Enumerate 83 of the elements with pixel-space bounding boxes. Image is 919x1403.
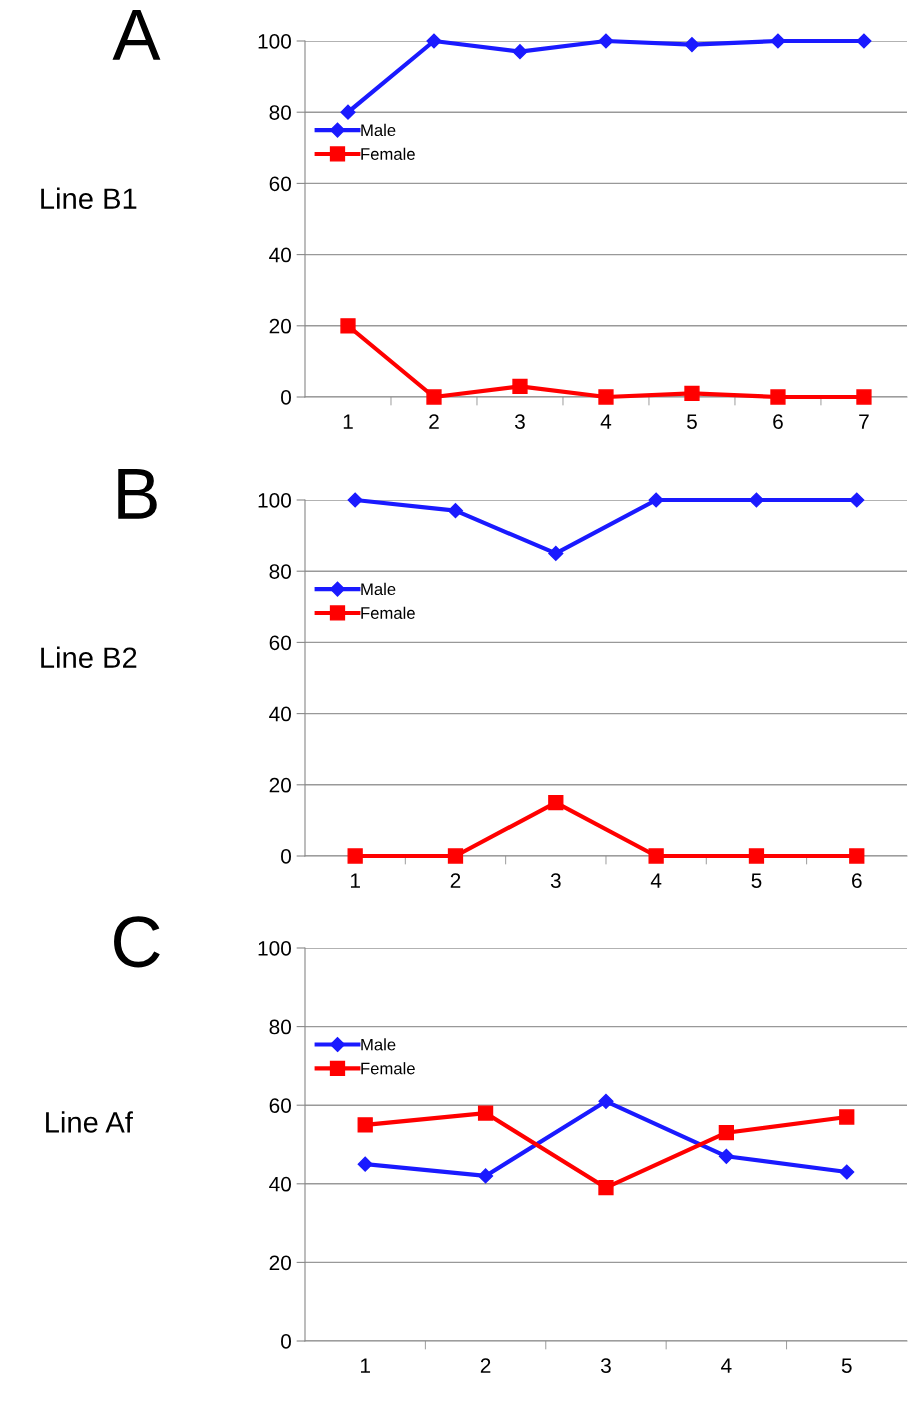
- x-tick-label: 3: [550, 873, 561, 888]
- legend-label: Male: [361, 1038, 396, 1051]
- legend-label: Female: [361, 1062, 415, 1075]
- y-tick-label: 80: [269, 564, 291, 579]
- y-tick-label: 40: [269, 247, 291, 263]
- y-axis-title: Line B1: [41, 187, 137, 210]
- point: [684, 36, 700, 53]
- x-tick-label: 1: [343, 414, 353, 429]
- x-tick-label: 6: [773, 414, 783, 429]
- y-tick-label: 100: [258, 493, 291, 508]
- x-tick-label: 7: [859, 414, 869, 429]
- y-tick-label: 0: [281, 390, 291, 405]
- x-tick-label: 6: [852, 873, 862, 888]
- point: [856, 33, 872, 49]
- y-tick-label: 100: [258, 34, 291, 49]
- y-tick-label: 60: [269, 635, 291, 651]
- point: [357, 1156, 373, 1172]
- point: [357, 1117, 373, 1133]
- y-tick-label: 40: [269, 1176, 291, 1192]
- point: [849, 848, 865, 864]
- point: [548, 794, 564, 811]
- point: [512, 44, 528, 60]
- x-tick-label: 4: [600, 414, 612, 429]
- point: [748, 848, 765, 864]
- x-tick-label: 5: [687, 414, 697, 429]
- point: [347, 492, 363, 508]
- x-tick-label: 2: [429, 414, 439, 429]
- point: [718, 1148, 734, 1164]
- point: [648, 848, 664, 864]
- point: [648, 492, 664, 508]
- legend-label: Female: [361, 147, 415, 160]
- point: [447, 848, 464, 864]
- point: [340, 318, 356, 334]
- legend-label: Male: [361, 123, 396, 137]
- y-tick-label: 80: [269, 105, 291, 120]
- y-tick-label: 40: [269, 706, 291, 722]
- x-tick-label: 1: [360, 1358, 370, 1373]
- x-tick-label: 3: [514, 414, 525, 429]
- chart-title: C: [114, 916, 160, 968]
- point: [340, 104, 356, 120]
- point: [447, 503, 464, 519]
- point: [347, 848, 363, 864]
- point: [856, 389, 872, 405]
- point: [598, 1093, 614, 1109]
- legend-label: Female: [361, 606, 415, 619]
- y-tick-label: 20: [269, 1255, 291, 1271]
- point: [839, 1109, 855, 1125]
- point: [839, 1164, 855, 1180]
- point: [598, 33, 614, 49]
- x-tick-label: 5: [751, 873, 762, 888]
- point: [684, 385, 700, 402]
- chart-title: A: [112, 9, 161, 60]
- point: [598, 1180, 614, 1196]
- x-tick-label: 1: [350, 873, 360, 888]
- y-tick-label: 20: [269, 777, 291, 793]
- point: [548, 545, 564, 561]
- point: [598, 389, 614, 405]
- y-axis-title: Line B2: [41, 646, 137, 669]
- x-tick-label: 2: [450, 873, 461, 888]
- x-tick-label: 3: [600, 1358, 611, 1373]
- point: [426, 389, 442, 405]
- point: [512, 378, 528, 394]
- y-tick-label: 20: [269, 318, 291, 334]
- y-tick-label: 0: [281, 849, 291, 864]
- chart-title: B: [118, 468, 157, 519]
- y-axis-title: Line Af: [46, 1111, 133, 1133]
- y-tick-label: 60: [269, 1098, 291, 1113]
- y-tick-label: 0: [281, 1334, 291, 1349]
- x-tick-label: 5: [841, 1358, 852, 1373]
- point: [718, 1125, 735, 1141]
- x-tick-label: 2: [480, 1358, 491, 1373]
- point: [477, 1105, 494, 1121]
- point: [770, 33, 786, 49]
- point: [849, 492, 865, 508]
- y-tick-label: 80: [269, 1019, 291, 1035]
- point: [770, 389, 786, 405]
- x-tick-label: 4: [721, 1358, 732, 1373]
- point: [426, 33, 442, 49]
- x-tick-label: 4: [650, 873, 662, 888]
- legend-label: Male: [361, 582, 396, 596]
- y-tick-label: 60: [269, 176, 291, 192]
- y-tick-label: 100: [258, 941, 291, 956]
- point: [478, 1168, 494, 1184]
